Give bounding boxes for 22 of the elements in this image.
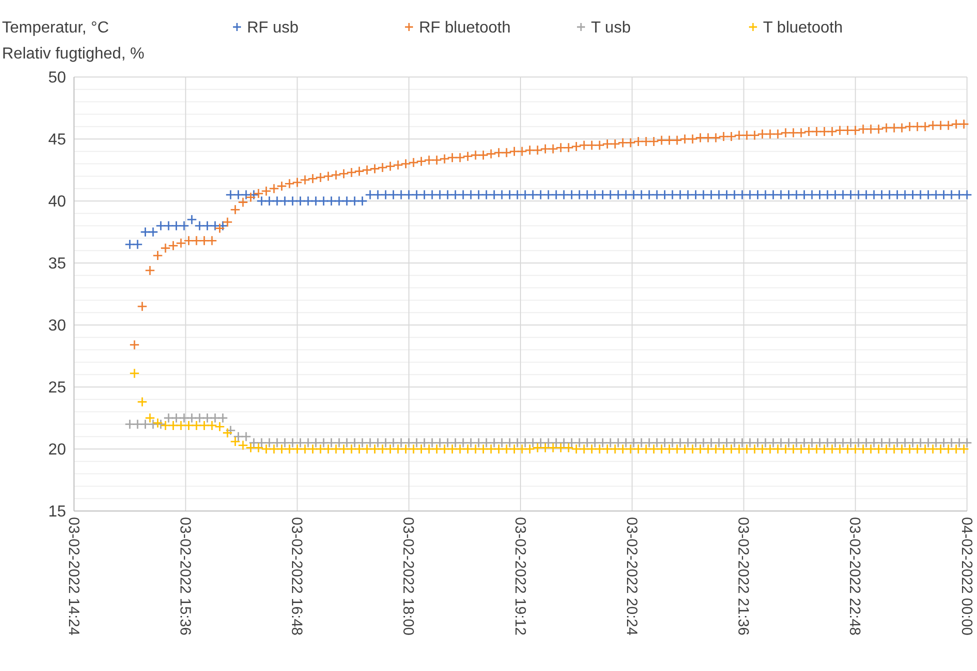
x-tick-label: 03-02-2022 14:24 [64,517,82,636]
x-tick-label: 03-02-2022 16:48 [288,517,305,636]
x-tick-label: 03-02-2022 19:12 [511,517,528,636]
x-tick-label: 03-02-2022 15:36 [176,517,194,636]
y-tick-label: 35 [48,256,66,273]
y-tick-label: 25 [48,380,66,397]
y-axis-title: Temperatur, °C Relativ fugtighed, % [2,20,144,63]
x-tick-label: 03-02-2022 22:48 [846,517,864,636]
legend-label: T bluetooth [763,20,843,37]
y-tick-label: 45 [48,132,66,149]
x-tick-label: 04-02-2022 00:00 [958,517,975,636]
legend-label: RF usb [247,20,299,37]
legend-label: RF bluetooth [419,20,511,37]
y-tick-label: 40 [48,194,66,211]
y-tick-label: 20 [48,442,66,459]
y-tick-label: 15 [48,504,66,521]
y-tick-label: 50 [48,70,66,87]
y-tick-label: 30 [48,318,66,335]
legend-label: T usb [591,20,631,37]
x-tick-label: 03-02-2022 21:36 [734,517,752,636]
x-tick-label: 03-02-2022 18:00 [400,517,417,636]
x-tick-label: 03-02-2022 20:24 [622,517,640,636]
